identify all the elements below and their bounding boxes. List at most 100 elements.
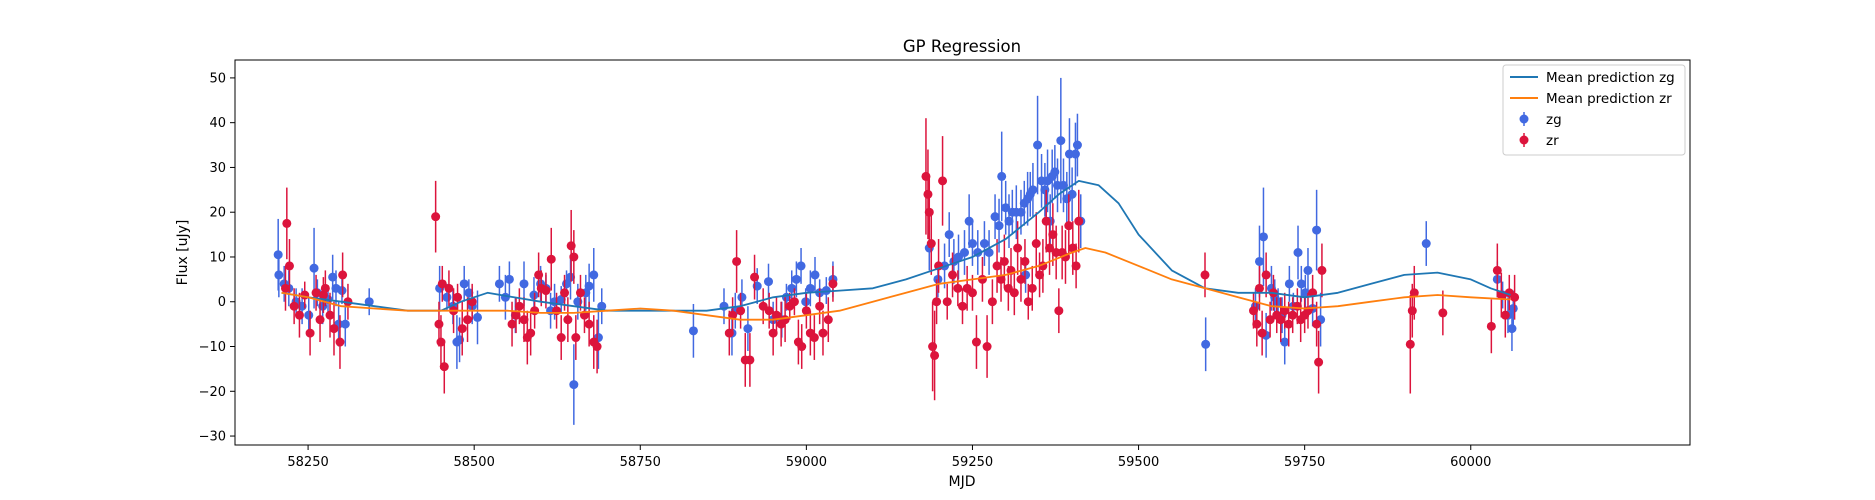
series-layer (273, 77, 1520, 425)
lines-layer (281, 180, 1511, 321)
legend-label: zr (1546, 133, 1559, 149)
data-point (560, 288, 570, 298)
data-point (818, 328, 828, 338)
y-axis-label: Flux [uJy] (175, 220, 191, 286)
data-point (1071, 261, 1081, 271)
plot-area: 58250 58500 58750 59000 59250 59500 59750 60000… (199, 59, 1691, 470)
data-point (1314, 357, 1324, 367)
data-point (1500, 310, 1510, 320)
data-point (274, 270, 284, 280)
data-point (526, 328, 536, 338)
data-point (1058, 180, 1068, 190)
y-tick-label: 10 (209, 250, 226, 265)
data-point (1317, 265, 1327, 275)
data-point (1001, 203, 1011, 213)
data-point (732, 256, 742, 266)
data-point (571, 333, 581, 343)
data-point (315, 315, 325, 325)
data-point (1249, 306, 1258, 316)
data-point (569, 252, 579, 262)
data-point (459, 279, 469, 289)
data-point (1027, 283, 1037, 293)
data-point (1056, 136, 1066, 146)
data-point (750, 272, 760, 282)
data-point (823, 315, 833, 325)
data-point (1438, 308, 1448, 318)
data-point (982, 342, 992, 352)
data-point (514, 301, 524, 311)
data-point (1284, 319, 1294, 329)
data-point (959, 248, 969, 257)
data-point (1258, 232, 1268, 242)
x-tick-label: 59000 (786, 455, 827, 470)
series-zr (280, 118, 1520, 401)
x-tick-label: 59750 (1284, 455, 1325, 470)
data-point (942, 297, 952, 307)
data-point (1064, 221, 1074, 231)
x-tick-label: 59250 (952, 455, 993, 470)
data-point (592, 342, 602, 352)
data-point (556, 333, 566, 343)
data-point (1296, 279, 1306, 289)
data-point (1045, 243, 1055, 253)
legend-label: Mean prediction zr (1546, 91, 1672, 107)
data-point (364, 297, 374, 307)
data-point (745, 355, 755, 365)
data-point (971, 337, 981, 347)
data-point (743, 324, 753, 334)
data-point (1252, 319, 1262, 329)
data-point (1261, 270, 1271, 280)
y-tick-label: 50 (209, 71, 226, 86)
data-point (1067, 189, 1077, 199)
y-tick-label: −10 (199, 340, 226, 355)
data-point (1074, 216, 1084, 226)
data-point (453, 292, 463, 302)
data-point (780, 315, 790, 325)
data-point (442, 292, 452, 302)
data-point (329, 324, 339, 334)
legend-marker-swatch (1519, 114, 1529, 124)
legend-marker-swatch (1519, 135, 1529, 145)
data-point (736, 306, 746, 316)
data-point (541, 286, 551, 296)
data-point (437, 279, 447, 289)
data-point (519, 279, 529, 289)
data-point (967, 288, 977, 298)
data-point (436, 337, 446, 347)
data-point (999, 256, 1009, 266)
data-point (810, 270, 820, 280)
data-point (575, 288, 585, 298)
data-point (519, 315, 529, 325)
data-point (325, 310, 335, 320)
data-point (1009, 288, 1019, 298)
data-point (926, 239, 936, 249)
data-point (809, 333, 819, 343)
data-point (1312, 225, 1322, 235)
data-point (944, 230, 954, 240)
data-point (1508, 303, 1518, 313)
x-axis: 58250 58500 58750 59000 59250 59500 59750 60000 (287, 445, 1491, 470)
data-point (1048, 230, 1058, 240)
data-point (1254, 283, 1264, 293)
data-point (1265, 315, 1275, 325)
data-point (958, 301, 967, 311)
data-point (439, 362, 449, 372)
x-tick-label: 60000 (1450, 455, 1491, 470)
data-point (996, 274, 1006, 284)
data-point (328, 272, 338, 282)
data-point (434, 319, 444, 329)
data-point (768, 328, 778, 338)
y-tick-label: −30 (199, 430, 226, 445)
data-point (1016, 274, 1026, 284)
data-point (1254, 256, 1264, 266)
data-point (309, 263, 319, 273)
data-point (320, 283, 330, 293)
data-point (930, 350, 940, 360)
data-point (1510, 292, 1520, 302)
y-axis: −30 −20 −10 0 10 20 30 40 50 (199, 71, 235, 445)
data-point (494, 279, 504, 289)
data-point (1004, 216, 1014, 226)
data-point (797, 342, 807, 352)
data-point (1303, 265, 1313, 275)
data-point (1200, 270, 1210, 280)
